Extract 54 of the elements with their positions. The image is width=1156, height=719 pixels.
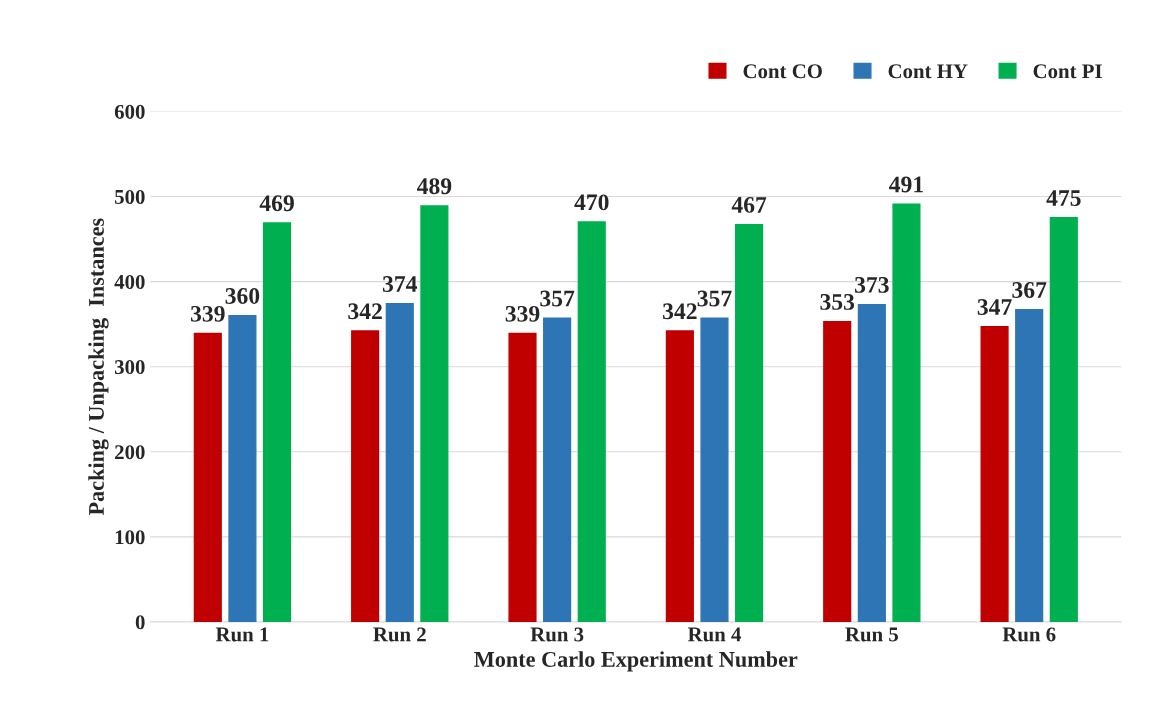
bar	[543, 317, 572, 622]
data-label: 373	[855, 276, 889, 293]
data-label: 469	[259, 195, 294, 212]
bar	[823, 320, 852, 622]
data-label: 353	[820, 293, 855, 310]
x-tick-label: Run 2	[373, 627, 426, 642]
x-tick-label: Run 4	[687, 627, 742, 642]
legend-label: Cont PI	[1033, 64, 1102, 79]
data-label: 357	[540, 290, 575, 307]
bar	[665, 330, 694, 622]
x-tick-label: Run 5	[845, 627, 898, 642]
data-label: 467	[731, 197, 767, 213]
bar	[980, 326, 1009, 622]
bar	[892, 203, 921, 622]
y-axis-title: Packing / Unpacking Instances	[88, 218, 109, 516]
data-label: 470	[574, 194, 609, 211]
bar	[262, 222, 292, 622]
data-label: 339	[190, 305, 225, 322]
data-label: 347	[977, 299, 1012, 315]
data-label: 367	[1012, 282, 1047, 298]
data-label: 342	[348, 303, 382, 320]
y-tick-label: 600	[114, 104, 145, 119]
bar	[1015, 308, 1044, 622]
bar	[1049, 217, 1078, 622]
legend-label: Cont HY	[888, 64, 968, 79]
bar	[420, 205, 449, 622]
legend-label: Cont CO	[743, 64, 822, 79]
bar	[385, 303, 414, 622]
bar	[577, 221, 606, 622]
data-label: 374	[382, 276, 418, 292]
data-label: 489	[417, 178, 452, 195]
bar	[857, 303, 886, 622]
data-label: 475	[1046, 190, 1081, 207]
y-tick-label: 400	[114, 274, 145, 290]
bar	[228, 314, 257, 622]
data-label: 342	[663, 303, 697, 320]
data-label: 339	[505, 305, 540, 322]
y-tick-label: 0	[135, 615, 145, 630]
y-tick-label: 500	[115, 189, 145, 204]
y-tick-label: 200	[115, 445, 145, 460]
y-tick-label: 100	[115, 530, 145, 545]
x-tick-label: Run 6	[1002, 627, 1056, 642]
data-label: 357	[697, 290, 732, 307]
x-tick-label: Run 3	[530, 627, 584, 642]
x-axis-title: Monte Carlo Experiment Number	[474, 651, 798, 672]
data-label: 491	[889, 176, 923, 193]
bar	[700, 317, 729, 622]
bar	[735, 223, 764, 622]
y-tick-label: 300	[114, 360, 145, 375]
x-tick-label: Run 1	[215, 627, 269, 642]
data-label: 360	[225, 287, 260, 304]
bar	[193, 332, 222, 622]
bar	[351, 330, 380, 622]
bar	[508, 332, 537, 622]
